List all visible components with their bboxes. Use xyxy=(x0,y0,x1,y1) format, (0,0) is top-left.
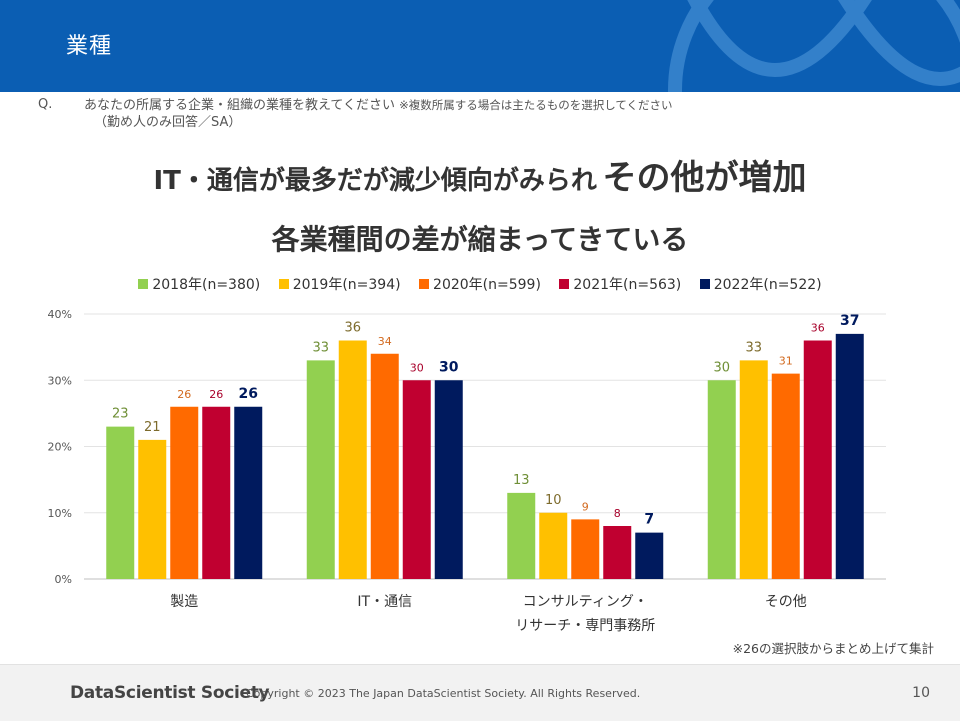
headline-main: IT・通信が最多だが減少傾向がみられ xyxy=(153,166,597,196)
globe-decoration-icon xyxy=(668,0,960,92)
y-tick-label: 20% xyxy=(48,441,72,454)
bar xyxy=(507,492,536,579)
data-label: 31 xyxy=(779,355,793,368)
legend-item-2020: 2020年(n=599) xyxy=(419,274,541,294)
bar xyxy=(434,380,463,579)
bar xyxy=(835,333,864,579)
bar xyxy=(106,426,135,579)
legend-swatch-2018 xyxy=(138,279,149,289)
bar xyxy=(603,526,632,579)
legend-swatch-2019 xyxy=(278,279,289,289)
legend-item-2021: 2021年(n=563) xyxy=(559,274,681,294)
x-category-label: リサーチ・専門事務所 xyxy=(515,618,655,634)
page-number: 10 xyxy=(912,685,930,701)
data-label: 23 xyxy=(112,407,129,422)
data-label: 37 xyxy=(840,313,859,329)
legend-item-2018: 2018年(n=380) xyxy=(138,274,260,294)
data-label: 30 xyxy=(713,360,730,375)
footer-brand-logo: DataScientist Society xyxy=(70,683,270,703)
legend-label-2020: 2020年(n=599) xyxy=(433,277,541,293)
data-label: 34 xyxy=(378,335,392,348)
bar xyxy=(803,340,832,579)
data-label: 26 xyxy=(209,388,223,401)
legend-label-2022: 2022年(n=522) xyxy=(713,277,822,293)
data-label: 36 xyxy=(344,321,361,336)
bar xyxy=(635,532,664,579)
legend-item-2019: 2019年(n=394) xyxy=(278,274,401,294)
bar xyxy=(539,512,568,579)
data-label: 26 xyxy=(239,386,258,402)
data-label: 33 xyxy=(312,340,329,355)
bar xyxy=(338,340,367,579)
question-note: ※複数所属する場合は主たるものを選択してください xyxy=(399,98,673,112)
y-tick-label: 30% xyxy=(48,374,72,387)
page-title: 業種 xyxy=(66,34,113,59)
data-label: 26 xyxy=(177,388,191,401)
x-category-label: その他 xyxy=(765,594,807,610)
question-sub: （勤め人のみ回答／SA） xyxy=(94,115,242,130)
bar xyxy=(402,380,431,579)
data-label: 7 xyxy=(644,512,654,528)
legend-swatch-2020 xyxy=(419,279,430,289)
data-label: 30 xyxy=(439,359,459,375)
legend-label-2018: 2018年(n=380) xyxy=(152,277,261,293)
x-category-label: 製造 xyxy=(170,594,198,610)
bar xyxy=(202,406,231,579)
data-label: 21 xyxy=(144,420,161,435)
headline: IT・通信が最多だが減少傾向がみられ その他が増加 xyxy=(0,150,960,199)
bar xyxy=(739,360,768,579)
y-tick-label: 0% xyxy=(55,573,72,586)
header-bar: 業種 xyxy=(0,0,960,92)
bar xyxy=(138,439,167,579)
bar xyxy=(571,519,600,579)
legend-item-2022: 2022年(n=522) xyxy=(699,274,822,294)
data-label: 13 xyxy=(513,473,530,488)
bar-chart: 0% 10% 20% 30% 40% 23 21 26 26 26 製造 33 36 34 30 30 IT・通… xyxy=(48,308,886,634)
data-label: 9 xyxy=(582,500,589,513)
bar xyxy=(707,380,736,579)
legend-swatch-2022 xyxy=(699,279,710,289)
legend-swatch-2021 xyxy=(559,279,570,289)
legend-label-2021: 2021年(n=563) xyxy=(573,277,682,293)
chart-legend: 2018年(n=380) 2019年(n=394) 2020年(n=599) 2… xyxy=(0,274,960,294)
subheadline: 各業種間の差が縮まってきている xyxy=(271,223,689,256)
bar xyxy=(234,406,263,579)
bar xyxy=(370,353,399,579)
footer: DataScientist Society Copyright © 2023 T… xyxy=(0,664,960,721)
x-category-label: IT・通信 xyxy=(357,594,412,610)
footnote: ※26の選択肢からまとめ上げて集計 xyxy=(732,641,934,656)
legend-label-2019: 2019年(n=394) xyxy=(292,277,401,293)
y-tick-label: 40% xyxy=(48,308,72,321)
question-text-line: あなたの所属する企業・組織の業種を教えてください ※複数所属する場合は主たるもの… xyxy=(84,96,673,115)
data-label: 30 xyxy=(410,361,424,374)
bar xyxy=(170,406,199,579)
question-mark: Q. xyxy=(38,97,53,112)
question-text: あなたの所属する企業・組織の業種を教えてください xyxy=(84,98,395,113)
headline-emphasis: その他が増加 xyxy=(602,158,807,198)
footer-copyright: Copyright © 2023 The Japan DataScientist… xyxy=(246,687,641,700)
bar xyxy=(306,360,335,579)
data-label: 36 xyxy=(811,322,825,335)
y-tick-label: 10% xyxy=(48,507,72,520)
data-label: 33 xyxy=(745,340,762,355)
x-category-label: コンサルティング・ xyxy=(523,594,648,610)
data-label: 8 xyxy=(614,507,621,520)
bar xyxy=(771,373,800,579)
data-label: 10 xyxy=(545,493,562,508)
